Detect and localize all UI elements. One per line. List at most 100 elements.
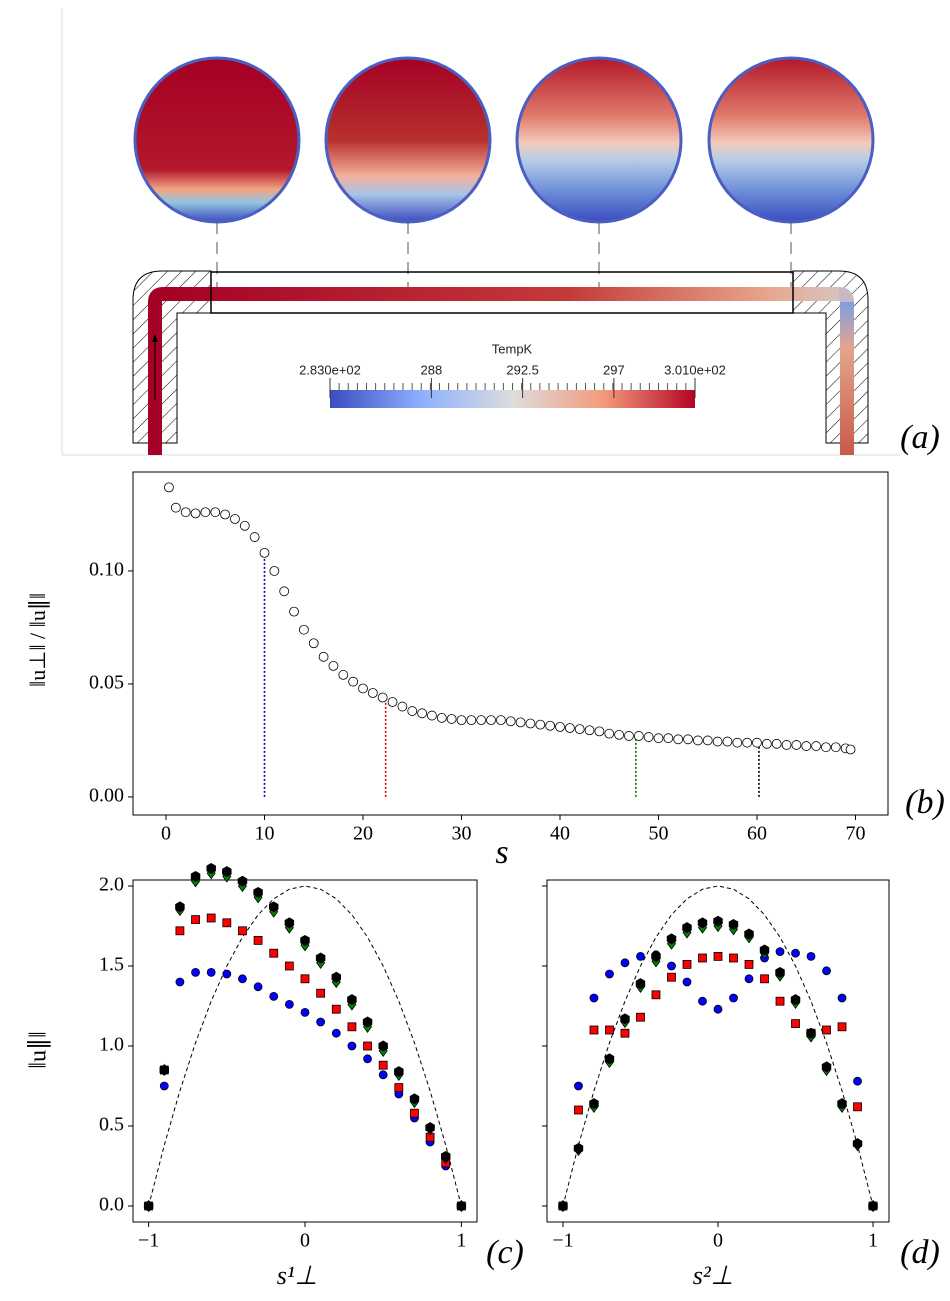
x-tick-label: 50: [648, 823, 668, 845]
panel-label: (d): [900, 1234, 940, 1271]
plot-frame: [132, 471, 889, 816]
reference-curve: [148, 885, 462, 1207]
x-axis-label: s: [495, 834, 508, 871]
panel-label: (a): [900, 419, 940, 456]
point: [222, 918, 232, 928]
colorbar-tick-label: 2.830e+02: [299, 362, 361, 377]
point: [378, 1060, 388, 1070]
point: [238, 926, 247, 936]
point: [752, 737, 762, 748]
point: [801, 741, 812, 751]
y-tick-label: 0.05: [89, 672, 124, 694]
cross-section: [515, 56, 683, 224]
point: [410, 1108, 419, 1118]
point: [284, 1000, 294, 1009]
plot-frame: [132, 879, 478, 1223]
point: [440, 1150, 451, 1162]
point: [574, 1105, 583, 1115]
point: [300, 974, 310, 984]
point: [712, 736, 723, 747]
point: [667, 972, 676, 982]
point: [822, 966, 831, 976]
panel-a: TempK (a): [61, 8, 940, 456]
point: [348, 676, 359, 687]
point: [164, 482, 174, 493]
point: [653, 733, 664, 744]
point: [362, 1016, 373, 1028]
point: [143, 1200, 154, 1212]
x-tick-label: 10: [254, 823, 274, 845]
point: [331, 1004, 341, 1014]
colorbar-title: TempK: [492, 341, 533, 356]
point: [300, 934, 310, 946]
point: [605, 969, 614, 979]
point: [635, 978, 646, 990]
y-tick-label: 2.0: [99, 874, 124, 896]
point: [239, 520, 250, 531]
point: [651, 950, 661, 962]
point: [868, 1200, 878, 1212]
point: [427, 710, 437, 721]
point: [535, 719, 546, 730]
colorbar-tick-label: 288: [421, 362, 443, 377]
point: [358, 683, 368, 694]
point: [790, 994, 801, 1006]
point: [407, 706, 418, 716]
point: [331, 971, 342, 983]
point: [159, 1081, 169, 1091]
point: [837, 1022, 847, 1032]
x-tick-label: 60: [747, 823, 767, 845]
panel-label: (b): [905, 784, 945, 821]
point: [394, 1066, 404, 1078]
cross-section: [133, 56, 301, 224]
point: [620, 1013, 630, 1025]
point: [222, 969, 232, 979]
point: [279, 586, 290, 597]
point: [573, 1142, 584, 1154]
x-tick-label: −1: [552, 1230, 573, 1252]
x-tick-label: 0: [713, 1230, 723, 1252]
point: [713, 915, 723, 927]
point: [732, 737, 743, 748]
point: [806, 1027, 816, 1039]
y-tick-label: 1.0: [99, 1034, 124, 1056]
point: [589, 1025, 599, 1035]
series: [558, 915, 878, 1212]
point: [775, 947, 785, 956]
point: [852, 1138, 863, 1150]
point: [417, 708, 427, 719]
series: [558, 952, 878, 1211]
point: [643, 732, 654, 742]
point: [564, 723, 575, 733]
y-tick-label: 0.0: [99, 1194, 124, 1216]
point: [594, 726, 605, 737]
point: [636, 1012, 645, 1022]
y-axis-label: ‖u⊥‖ / ‖u∥‖: [25, 593, 50, 687]
point: [206, 913, 216, 923]
point: [230, 514, 240, 524]
point: [614, 729, 624, 740]
point: [347, 1022, 357, 1032]
x-tick-label: 30: [451, 823, 471, 845]
point: [775, 996, 785, 1006]
point: [821, 742, 831, 753]
point: [729, 953, 738, 963]
point: [180, 507, 191, 518]
cross-section: [324, 56, 492, 224]
point: [191, 915, 200, 924]
point: [574, 724, 585, 735]
point: [237, 875, 248, 887]
series: [558, 947, 878, 1211]
colorbar-tick-label: 292.5: [506, 362, 539, 377]
point: [821, 1061, 832, 1073]
point: [425, 1122, 435, 1134]
point: [363, 1054, 372, 1064]
point: [775, 966, 785, 978]
point: [249, 532, 260, 542]
x-tick-label: 1: [868, 1230, 878, 1252]
point: [269, 566, 280, 576]
point: [363, 1041, 372, 1051]
point: [837, 1098, 847, 1110]
point: [253, 982, 263, 992]
point: [744, 960, 754, 969]
